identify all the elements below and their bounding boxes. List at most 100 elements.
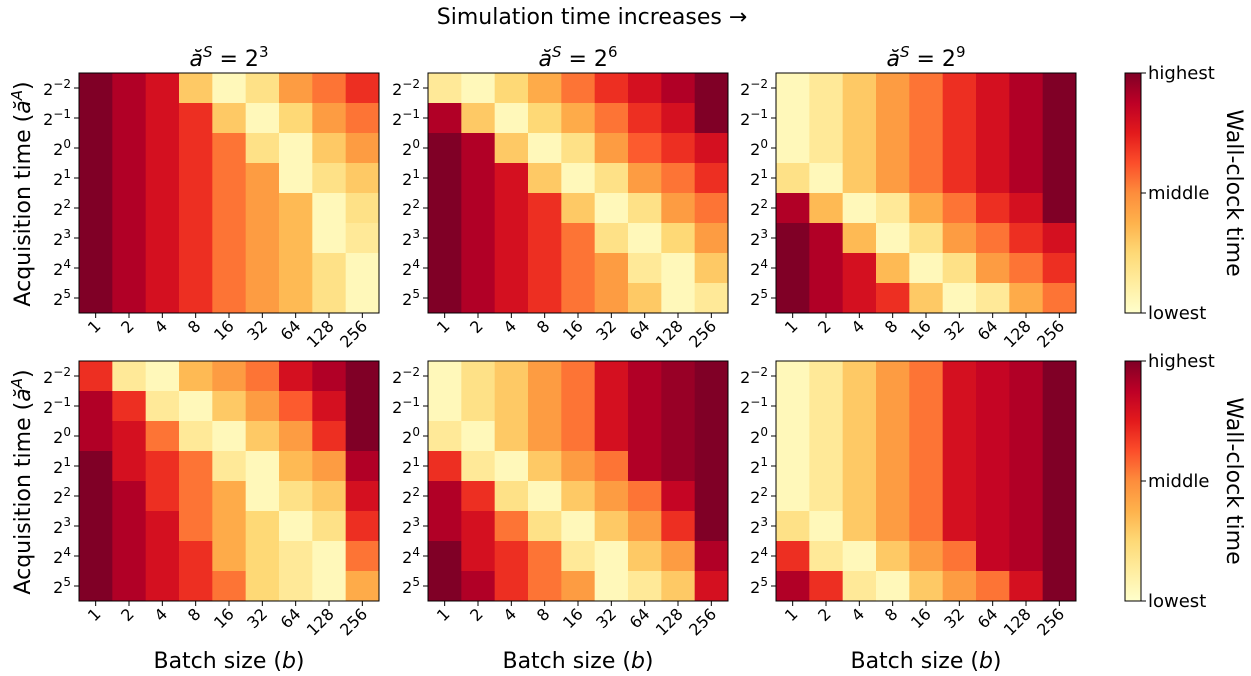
y-tick-label: 2−1: [392, 107, 420, 129]
figure-title: Simulation time increases →: [437, 5, 748, 30]
heatmap-cell: [494, 571, 529, 602]
x-tick-label: 16: [210, 604, 238, 632]
x-tick-label: 4: [848, 604, 869, 625]
heatmap-cell: [694, 103, 729, 134]
heatmap-cell: [776, 421, 810, 452]
x-tick-label: 32: [243, 604, 271, 632]
heatmap-cell: [942, 361, 977, 392]
heatmap-cell: [842, 511, 877, 542]
heatmap-cell: [279, 103, 313, 134]
heatmap-cell: [345, 481, 380, 512]
heatmap-cell: [145, 73, 180, 104]
x-tick-label: 256: [336, 604, 371, 639]
heatmap-cell: [428, 541, 462, 572]
x-tick-label: 8: [533, 604, 554, 625]
heatmap-cell: [79, 511, 113, 542]
heatmap-cell: [112, 163, 147, 194]
x-tick-label: 32: [940, 604, 968, 632]
heatmap-cell: [694, 283, 729, 314]
heatmap-cell: [976, 223, 1010, 254]
heatmap-cell: [561, 481, 596, 512]
heatmap-cell: [245, 163, 280, 194]
heatmap-cell: [909, 571, 944, 602]
heatmap-cell: [1042, 193, 1077, 224]
heatmap-cell: [179, 451, 213, 482]
heatmap-cell: [494, 481, 529, 512]
heatmap-cell: [312, 511, 347, 542]
heatmap-cell: [876, 481, 910, 512]
heatmap-cell: [528, 571, 562, 602]
heatmap-cell: [112, 283, 147, 314]
heatmap-cell: [842, 421, 877, 452]
y-tick-label: 2−2: [740, 365, 768, 387]
x-tick-label: 1: [84, 604, 105, 625]
heatmap-cell: [179, 133, 213, 164]
heatmap-cell: [809, 571, 844, 602]
x-tick-label: 64: [277, 604, 305, 632]
heatmap-cell: [461, 193, 496, 224]
heatmap-cell: [594, 253, 629, 284]
heatmap-cell: [279, 571, 313, 602]
heatmap-cell: [312, 541, 347, 572]
heatmap-cell: [561, 541, 596, 572]
heatmap-cell: [942, 163, 977, 194]
y-tick-label: 2−2: [392, 77, 420, 99]
heatmap-cell: [594, 571, 629, 602]
heatmap-cell: [976, 391, 1010, 422]
colorbar-label: Wall-clock time: [1221, 109, 1246, 276]
heatmap-cell: [1009, 541, 1044, 572]
heatmap-cell: [661, 571, 696, 602]
heatmap-cell: [494, 223, 529, 254]
heatmap-cell: [876, 133, 910, 164]
colorbar-tick-label: highest: [1148, 63, 1215, 84]
heatmap-cell: [842, 223, 877, 254]
heatmap-cell: [594, 451, 629, 482]
y-tick-label: 21: [53, 455, 71, 477]
colorbar-label: Wall-clock time: [1221, 397, 1246, 564]
heatmap-cell: [494, 163, 529, 194]
x-tick-label: 4: [151, 316, 172, 337]
heatmap-cell: [976, 451, 1010, 482]
heatmap-cell: [494, 103, 529, 134]
heatmap-cell: [694, 541, 729, 572]
heatmap-cell: [876, 421, 910, 452]
heatmap-cell: [561, 133, 596, 164]
heatmap-cell: [528, 451, 562, 482]
heatmap-cell: [79, 451, 113, 482]
heatmap-cell: [279, 541, 313, 572]
y-tick-label: 22: [53, 485, 71, 507]
x-tick-label: 2: [814, 316, 835, 337]
heatmap-cell: [909, 193, 944, 224]
heatmap-cell: [428, 163, 462, 194]
heatmap-cell: [628, 451, 662, 482]
heatmap-cell: [179, 253, 213, 284]
heatmap-cell: [494, 283, 529, 314]
heatmap-cell: [212, 253, 247, 284]
heatmap-cell: [245, 421, 280, 452]
heatmap-cell: [1042, 421, 1077, 452]
heatmap-cell: [594, 73, 629, 104]
heatmap-cell: [628, 283, 662, 314]
heatmap-cell: [776, 361, 810, 392]
heatmap-cell: [345, 133, 380, 164]
x-tick-label: 64: [626, 604, 654, 632]
heatmap-cell: [661, 103, 696, 134]
heatmap-cell: [661, 133, 696, 164]
y-tick-label: 2−1: [43, 395, 71, 417]
y-axis-label-bottom: Acquisition time (ăA): [8, 369, 36, 594]
y-tick-label: 22: [750, 485, 768, 507]
x-tick-label: 128: [652, 604, 687, 639]
x-tick-label: 256: [1033, 604, 1068, 639]
heatmap-cell: [145, 451, 180, 482]
heatmap-cell: [145, 541, 180, 572]
heatmap-cell: [112, 253, 147, 284]
heatmap-cell: [594, 223, 629, 254]
heatmap-cell: [628, 511, 662, 542]
heatmap-cell: [942, 481, 977, 512]
heatmap-cell: [628, 361, 662, 392]
y-tick-label: 2−2: [740, 77, 768, 99]
y-tick-label: 2−1: [392, 395, 420, 417]
y-tick-label: 25: [402, 575, 420, 597]
heatmap-cell: [876, 73, 910, 104]
